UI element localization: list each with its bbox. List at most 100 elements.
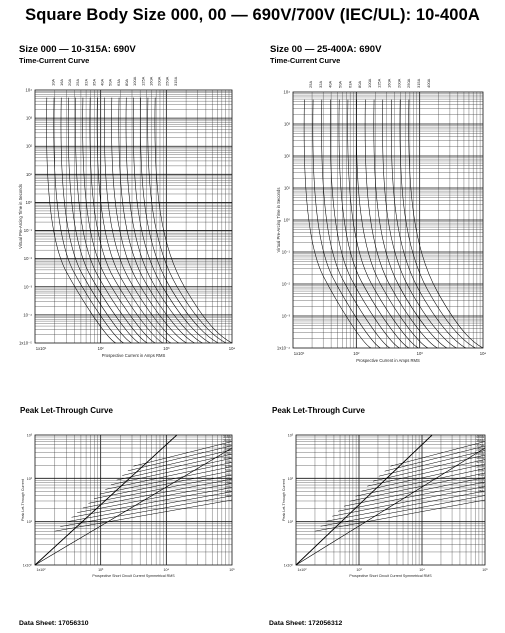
left-tcc-y-tick: 10² xyxy=(26,144,33,149)
left-plt-title: Peak Let-Through Curve xyxy=(20,406,113,415)
left-plt-x-tick: 10⁵ xyxy=(229,568,235,572)
right-tcc-rating-label: 32A xyxy=(318,81,323,88)
left-tcc-y-tick: 10⁴ xyxy=(26,88,33,93)
right-tcc-rating-label: 63A xyxy=(347,81,352,88)
left-tcc-curve xyxy=(75,97,148,344)
left-tcc-y-tick: 10⁰ xyxy=(26,200,33,205)
right-tcc-y-tick: 10⁴ xyxy=(284,90,291,95)
left-plt-rating-label: 25A xyxy=(225,481,232,485)
right-subheading: Time-Current Curve xyxy=(270,56,341,65)
right-plt-rating-line xyxy=(372,454,486,482)
right-plt-rating-line xyxy=(349,472,486,502)
right-tcc-rating-label: 400A xyxy=(426,78,431,88)
left-heading: Size 000 — 10-315A: 690V xyxy=(19,44,136,55)
right-plt-rating-label: 160A xyxy=(476,456,485,460)
right-tcc-y-tick: 10² xyxy=(284,154,291,159)
left-tcc-rating-label: 16A xyxy=(59,79,64,86)
left-subheading: Time-Current Curve xyxy=(19,56,90,65)
right-tcc-curve xyxy=(373,99,448,349)
right-tcc-rating-label: 100A xyxy=(367,78,372,88)
right-tcc-rating-label: 250A xyxy=(406,78,411,88)
left-plt-rating-label: 32A xyxy=(225,477,232,481)
left-tcc-curve xyxy=(140,97,219,344)
right-plt-x-label: Prospective Short Circuit Current Symmet… xyxy=(349,574,432,578)
right-plt-rating-label: 25A xyxy=(478,490,485,494)
left-tcc-curve xyxy=(132,97,211,344)
right-tcc-curve xyxy=(321,99,391,349)
right-plt-rating-line xyxy=(390,441,486,467)
right-tcc-rating-label: 160A xyxy=(387,78,392,88)
right-tcc-curve xyxy=(356,99,429,349)
left-plt-rating-label: 20A xyxy=(225,485,232,489)
right-plt-rating-label: 100A xyxy=(476,464,485,468)
right-plt-frame xyxy=(295,434,486,566)
left-tcc-x-tick: 10³ xyxy=(163,346,170,351)
right-tcc-x-tick: 10² xyxy=(353,351,360,356)
left-plt-x-tick: 1x10² xyxy=(37,568,47,572)
right-tcc-curve xyxy=(312,99,381,349)
right-tcc-rating-label: 40A xyxy=(328,81,333,88)
right-tcc-curve xyxy=(338,99,410,349)
left-plt-rating-label: 125A xyxy=(223,452,232,456)
right-plt-rating-line xyxy=(338,481,486,512)
left-plt-rating-label: 16A xyxy=(225,490,232,494)
left-plt-frame xyxy=(34,434,233,566)
right-tcc-rating-label: 25A xyxy=(308,81,313,88)
left-tcc-curve xyxy=(82,97,156,344)
left-plt-rating-label: 200A xyxy=(223,443,232,447)
left-plt-y-tick: 10² xyxy=(27,477,33,481)
right-plt-rating-label: 400A xyxy=(476,435,485,439)
left-plt-y-label: Peak Let-Through Current xyxy=(21,479,25,521)
left-tcc-curve xyxy=(96,97,172,344)
left-tcc-y-tick: 10⁻² xyxy=(24,256,33,261)
right-plt-rating-line xyxy=(320,495,486,527)
left-plt-rating-label: 50A xyxy=(225,469,232,473)
left-tcc-x-tick: 1x10¹ xyxy=(36,346,47,351)
right-plt-rating-label: 32A xyxy=(478,485,485,489)
right-plt-rating-line xyxy=(314,499,486,532)
left-tcc-x-label: Prospective Current in Amps RMS xyxy=(102,353,166,358)
left-tcc-rating-label: 250A xyxy=(165,76,170,86)
right-tcc-y-tick: 1x10⁻⁴ xyxy=(277,346,290,351)
left-plt-rating-line xyxy=(116,453,233,481)
left-tcc-curve xyxy=(60,97,132,344)
right-tcc-y-tick: 10⁻³ xyxy=(282,314,291,319)
left-tcc-curve xyxy=(111,97,187,344)
left-plt-rating-label: 40A xyxy=(225,473,232,477)
right-plt-rating-line xyxy=(384,445,486,472)
right-tcc-rating-label: 200A xyxy=(396,78,401,88)
left-tcc-curve xyxy=(67,97,140,344)
right-plt-y-tick: 10² xyxy=(288,477,294,481)
left-tcc-curve xyxy=(125,97,203,344)
right-plt-sym-peak-line xyxy=(295,447,486,566)
right-plt-rating-label: 250A xyxy=(476,448,485,452)
left-plt-x-label: Prospective Short Circuit Current Symmet… xyxy=(92,574,175,578)
right-plt-rating-line xyxy=(378,450,486,477)
right-tcc-y-label: Virtual Pre-Arcing Time in Seconds xyxy=(276,188,281,253)
left-plt-rating-label: 80A xyxy=(225,460,232,464)
right-tcc-x-tick: 10⁴ xyxy=(480,351,487,356)
left-plt-rating-line xyxy=(77,483,233,513)
right-tcc-curve xyxy=(329,99,400,349)
right-plt-x-tick: 10³ xyxy=(356,568,362,572)
right-tcc-rating-label: 50A xyxy=(337,81,342,88)
right-tcc-rating-label: 80A xyxy=(357,81,362,88)
left-tcc-y-tick: 10³ xyxy=(26,116,33,121)
left-plt-rating-line xyxy=(71,487,233,518)
left-tcc-rating-label: 200A xyxy=(157,76,162,86)
left-tcc-curve xyxy=(46,97,116,344)
left-plt-x-tick: 10⁴ xyxy=(164,568,170,572)
left-tcc-y-tick: 10⁻¹ xyxy=(24,228,33,233)
left-tcc-curve xyxy=(147,97,227,344)
left-tcc-curve xyxy=(118,97,195,344)
left-tcc-curve xyxy=(53,97,124,344)
left-plt-rating-line xyxy=(105,462,233,490)
left-plt-rating-label: 63A xyxy=(225,464,232,468)
right-tcc-curve xyxy=(399,99,476,349)
left-plt-rating-line xyxy=(122,449,233,476)
left-plt-rating-line xyxy=(88,474,233,504)
left-plt-rating-line xyxy=(54,499,233,532)
left-tcc-rating-label: 32A xyxy=(83,79,88,86)
right-plt-title: Peak Let-Through Curve xyxy=(272,406,365,415)
